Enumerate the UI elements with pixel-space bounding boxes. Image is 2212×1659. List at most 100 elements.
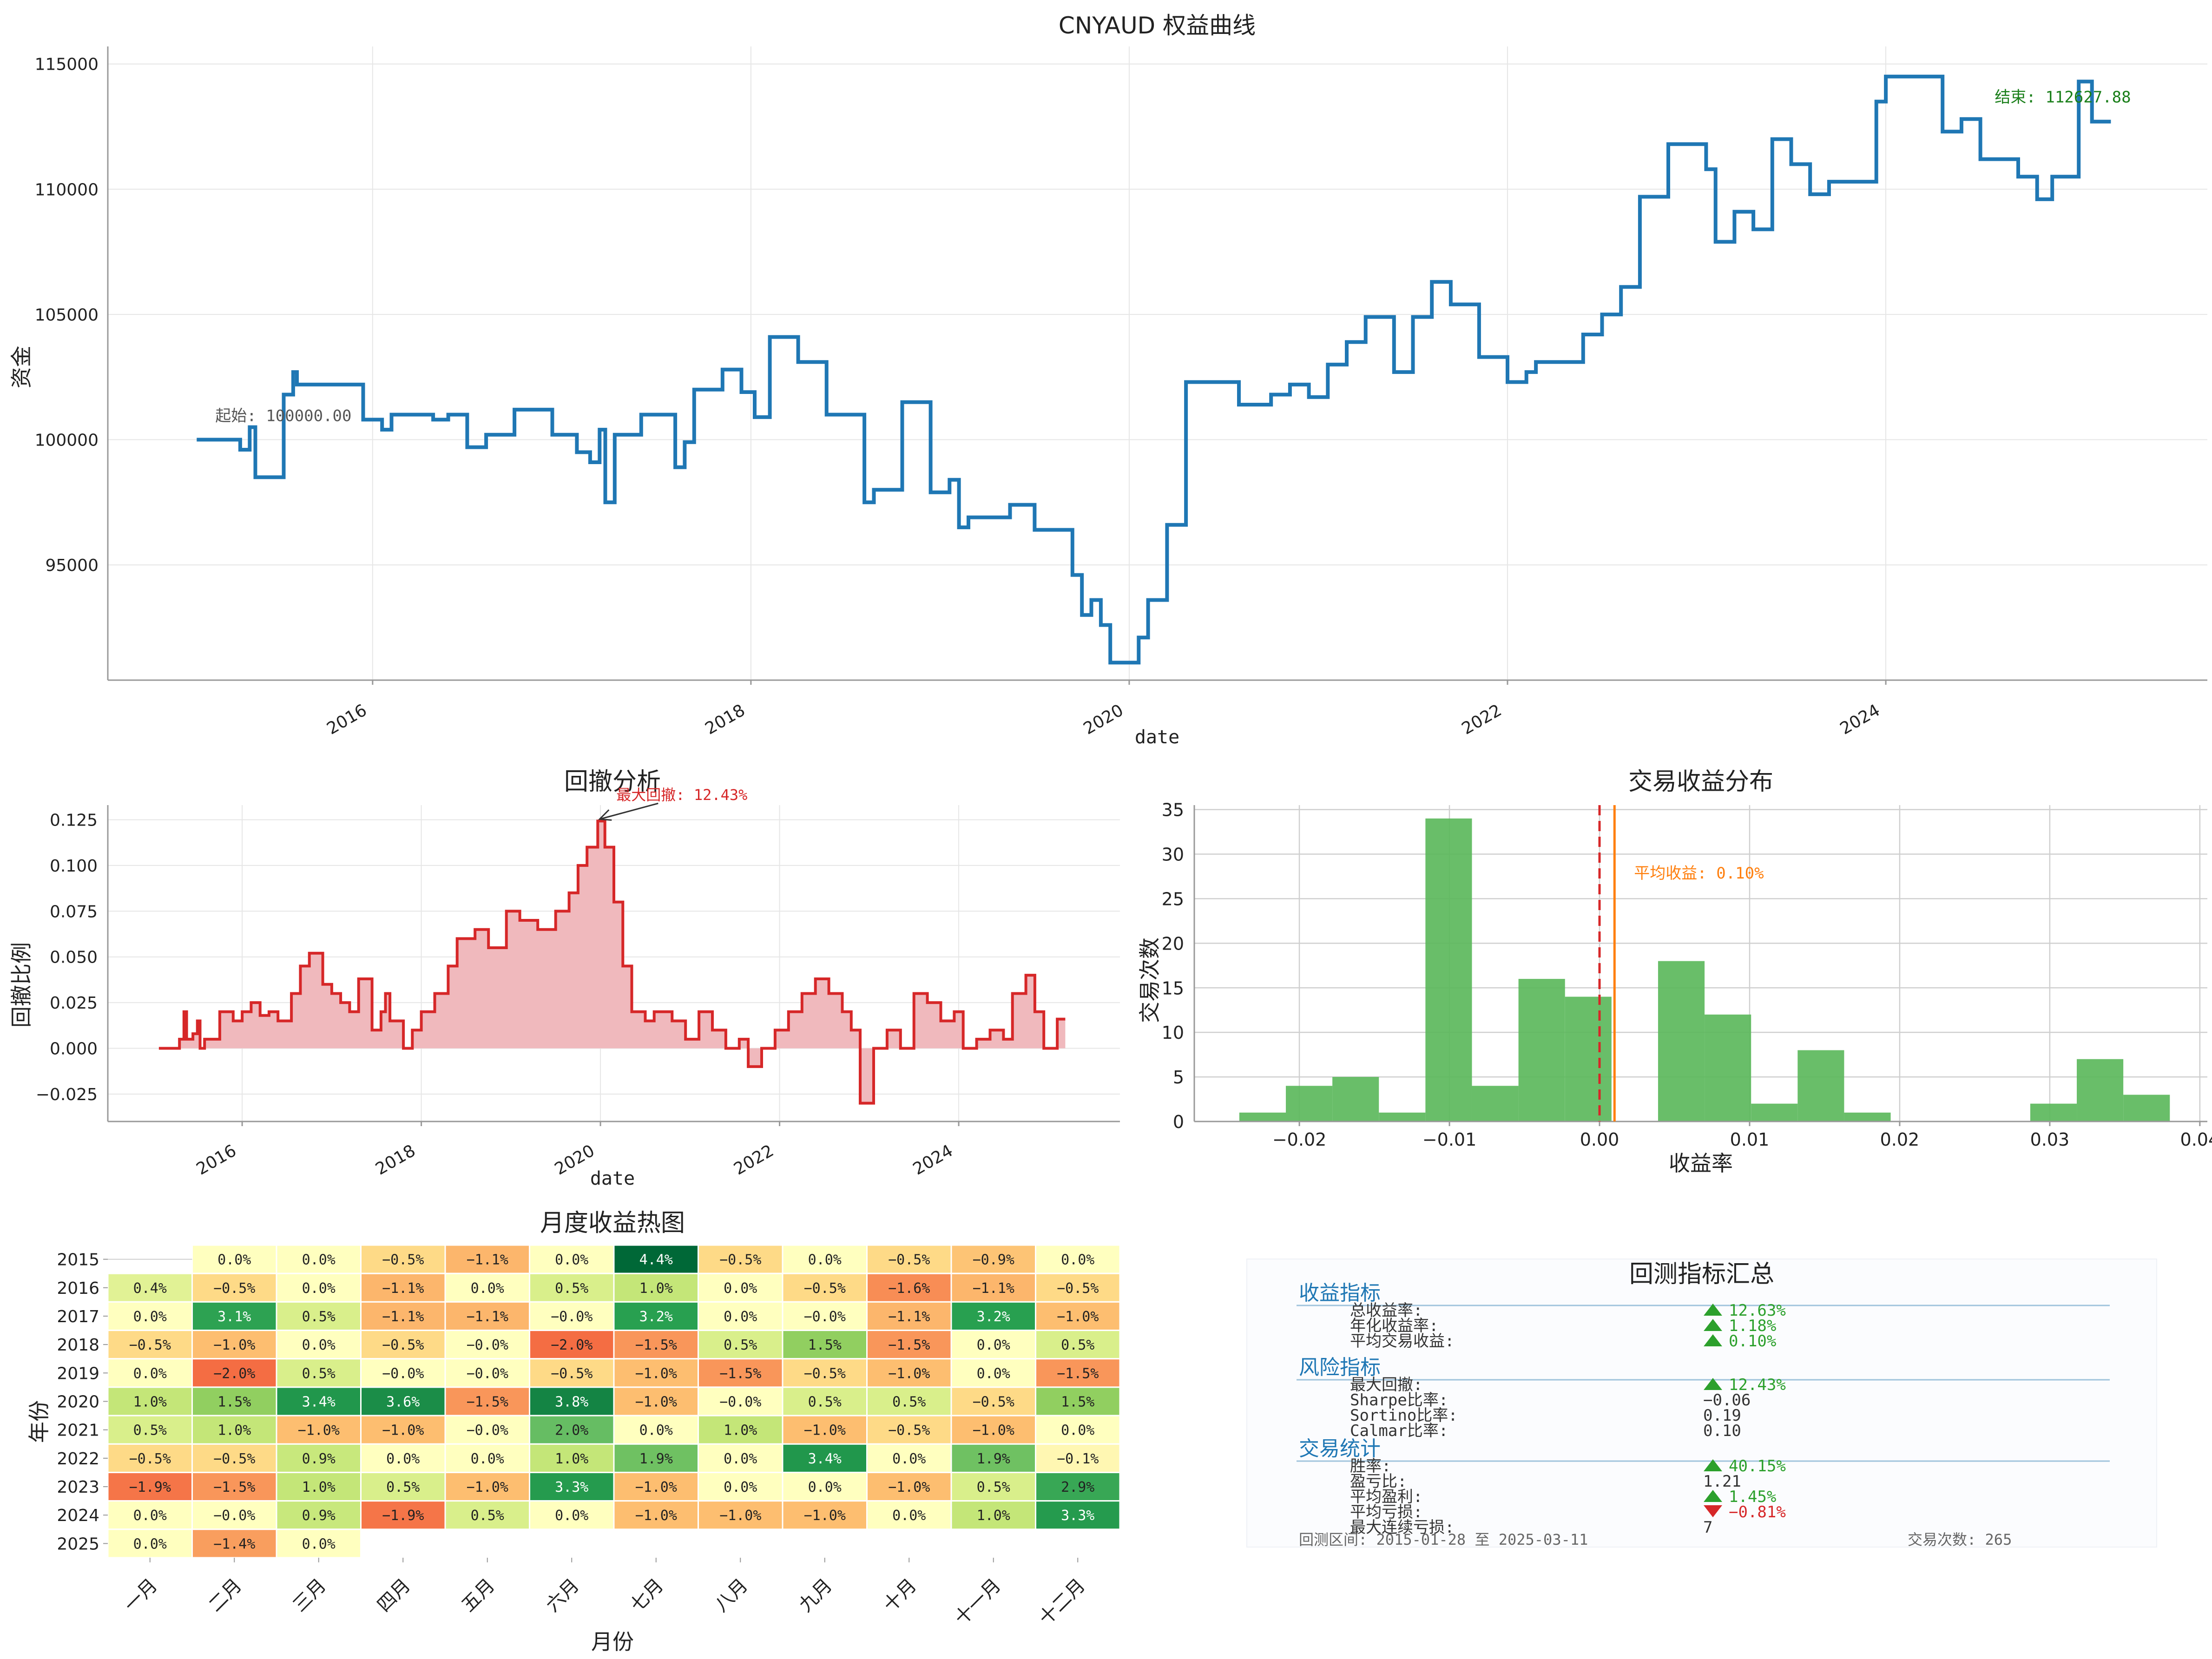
drawdown-y-tick-label: 0.000 <box>50 1040 98 1059</box>
heatmap-cell-label: 0.5% <box>892 1394 926 1410</box>
metrics-summary-title: 回测指标汇总 <box>1629 1260 1774 1288</box>
equity-grid <box>108 46 2207 680</box>
heatmap-cell <box>191 1330 277 1360</box>
heatmap-row-label: 2023 <box>57 1478 99 1497</box>
heatmap-column-labels: 一月 二月 三月 四月 五月 六月 七月 八月 九月 十月 十一月 十二月 <box>120 1558 1089 1629</box>
heatmap-cell-label: 1.0% <box>724 1423 757 1439</box>
histogram-y-tick-label: 30 <box>1162 845 1184 865</box>
metrics-row-label: Sortino比率: <box>1350 1406 1458 1425</box>
drawdown-y-axis-label: 回撤比例 <box>9 942 34 1028</box>
heatmap-cell-label: 1.0% <box>133 1394 167 1410</box>
histogram-bar <box>1472 1086 1519 1121</box>
histogram-x-tick-labels: −0.02 −0.01 0.00 0.01 0.02 0.03 0.04 <box>1272 1129 2212 1150</box>
heatmap-column-label: 九月 <box>795 1575 836 1616</box>
heatmap-column-label: 七月 <box>626 1575 668 1616</box>
heatmap-cell <box>866 1415 952 1445</box>
heatmap-cell <box>866 1244 952 1274</box>
heatmap-cell-label: −1.0% <box>973 1423 1014 1439</box>
equity-x-tick-label: 2016 <box>323 701 370 738</box>
heatmap-cell <box>529 1386 615 1416</box>
heatmap-cell <box>360 1272 446 1303</box>
heatmap-cell <box>866 1301 952 1331</box>
drawdown-chart-title: 回撤分析 <box>564 768 661 796</box>
heatmap-row-label: 2018 <box>57 1336 99 1355</box>
histogram-bars <box>1239 818 2170 1121</box>
histogram-x-tick-label: −0.02 <box>1272 1129 1326 1150</box>
heatmap-cell <box>950 1386 1036 1416</box>
heatmap-cell-label: 3.6% <box>386 1394 420 1410</box>
heatmap-cell-label: 0.0% <box>386 1451 420 1467</box>
histogram-bar <box>1518 979 1565 1121</box>
heatmap-cell-label: −1.1% <box>888 1309 930 1325</box>
metrics-row-value: 0.10% <box>1729 1332 1776 1351</box>
histogram-bar <box>2030 1103 2077 1121</box>
equity-y-axis-label: 资金 <box>9 346 34 388</box>
heatmap-cell-label: −1.1% <box>382 1280 424 1297</box>
heatmap-cell-label: −0.5% <box>888 1423 930 1439</box>
histogram-y-tick-label: 0 <box>1173 1112 1184 1132</box>
heatmap-cell-label: 1.0% <box>555 1451 588 1467</box>
heatmap-cell-label: 3.3% <box>555 1479 588 1495</box>
heatmap-cell <box>782 1272 868 1303</box>
max-drawdown-arrow <box>599 802 658 820</box>
metrics-summary-box <box>1246 1259 2157 1548</box>
heatmap-cell-label: −0.0% <box>804 1309 846 1325</box>
heatmap-cell <box>276 1528 362 1559</box>
drawdown-area-fill <box>158 821 1066 1103</box>
heatmap-cell-label: −1.0% <box>888 1479 930 1495</box>
drawdown-axes <box>107 805 1120 1126</box>
heatmap-cell <box>360 1301 446 1331</box>
drawdown-x-tick-label: 2018 <box>372 1141 419 1179</box>
metrics-row-label: 平均盈利: <box>1350 1488 1422 1506</box>
histogram-bar <box>1379 1112 1426 1121</box>
metrics-row-value: 12.63% <box>1729 1301 1786 1320</box>
heatmap-cell <box>698 1415 783 1445</box>
heatmap-cell <box>1035 1500 1121 1530</box>
heatmap-chart-title: 月度收益热图 <box>540 1209 685 1237</box>
metrics-row-label: Calmar比率: <box>1350 1422 1448 1440</box>
heatmap-cell-label: 0.0% <box>1061 1252 1094 1268</box>
heatmap-cell <box>866 1500 952 1530</box>
heatmap-cell-label: 0.0% <box>471 1451 504 1467</box>
heatmap-cell-label: −1.4% <box>213 1536 255 1552</box>
max-drawdown-annotation: 最大回撤: 12.43% <box>616 786 747 804</box>
heatmap-cell-label: 2.9% <box>1061 1479 1094 1495</box>
heatmap-cell-label: −1.5% <box>213 1479 255 1495</box>
up-arrow-icon <box>1704 1334 1722 1346</box>
heatmap-cell <box>782 1443 868 1473</box>
heatmap-cell <box>276 1443 362 1473</box>
histogram-bar <box>2077 1059 2124 1121</box>
histogram-axes <box>1193 805 2207 1126</box>
heatmap-cell-label: −0.5% <box>888 1252 930 1268</box>
up-arrow-icon <box>1704 1490 1722 1502</box>
equity-x-axis-label: date <box>1135 727 1179 748</box>
heatmap-cell-label: 1.5% <box>808 1337 842 1353</box>
drawdown-y-tick-label: −0.025 <box>36 1085 98 1104</box>
heatmap-cell <box>950 1272 1036 1303</box>
heatmap-cell-label: 3.1% <box>217 1309 251 1325</box>
heatmap-cell-label: −0.0% <box>719 1394 761 1410</box>
heatmap-cell-label: 0.0% <box>639 1423 673 1439</box>
heatmap-cell-label: 0.0% <box>133 1508 167 1524</box>
heatmap-cell-label: −1.1% <box>382 1309 424 1325</box>
heatmap-cell-label: −1.9% <box>129 1479 171 1495</box>
heatmap-cell-label: −0.5% <box>382 1337 424 1353</box>
heatmap-cell <box>613 1443 699 1473</box>
histogram-chart-title: 交易收益分布 <box>1628 768 1773 796</box>
heatmap-cell-label: −1.5% <box>1057 1365 1099 1382</box>
heatmap-cell-label: −0.5% <box>129 1451 171 1467</box>
equity-x-tick-label: 2022 <box>1459 701 1505 738</box>
heatmap-cell-label: 0.4% <box>133 1280 167 1297</box>
heatmap-cell-label: −1.0% <box>213 1337 255 1353</box>
histogram-y-tick-label: 20 <box>1162 933 1184 954</box>
equity-start-annotation: 起始: 100000.00 <box>215 407 351 425</box>
equity-end-annotation: 结束: 112627.88 <box>1995 88 2131 107</box>
heatmap-cell-label: −1.0% <box>635 1479 677 1495</box>
heatmap-cell-label: −0.5% <box>804 1365 846 1382</box>
heatmap-column-label: 三月 <box>289 1575 330 1616</box>
metrics-row-label: 平均亏损: <box>1350 1503 1422 1521</box>
heatmap-cell-label: 0.0% <box>724 1451 757 1467</box>
heatmap-cell-label: 0.0% <box>892 1508 926 1524</box>
